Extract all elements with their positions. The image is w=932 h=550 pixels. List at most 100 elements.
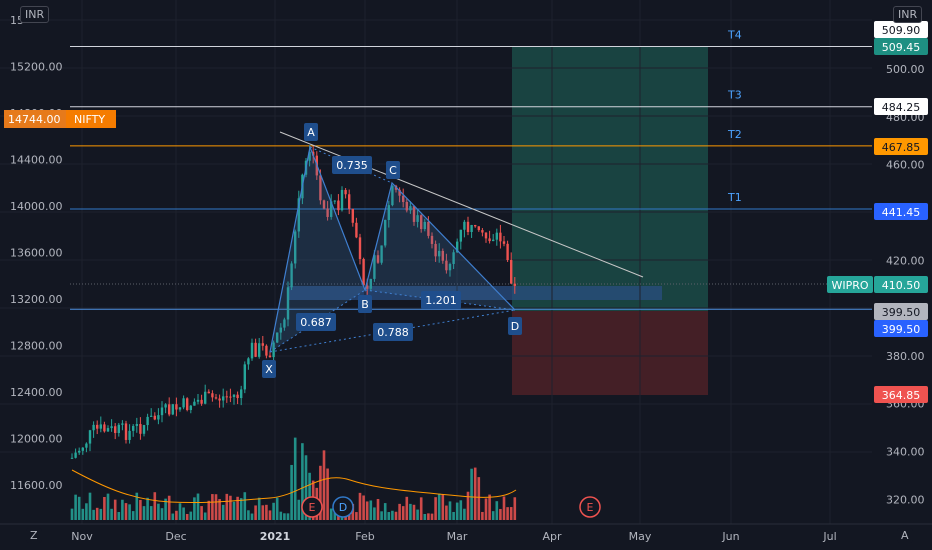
candles: [70, 145, 516, 459]
volume-bar: [272, 502, 275, 520]
volume-bar: [124, 503, 128, 520]
event-marker[interactable]: [579, 496, 601, 518]
volume-bar: [203, 512, 207, 520]
candle-body: [96, 424, 99, 429]
candle-body: [200, 399, 203, 404]
volume-bar: [178, 503, 182, 520]
volume-bar: [355, 512, 358, 520]
price-tag: [874, 386, 928, 403]
event-marker[interactable]: [332, 496, 354, 518]
volume-bar: [495, 501, 499, 520]
time-axis-tick: Dec: [165, 530, 186, 543]
volume-bar: [88, 492, 92, 520]
volume-bar: [351, 503, 355, 520]
candle-body: [355, 222, 358, 238]
candle-body: [412, 206, 416, 222]
candle-body: [405, 201, 408, 211]
volume-bar: [322, 450, 326, 520]
left-currency-label[interactable]: INR: [20, 6, 50, 23]
candle-body: [445, 260, 448, 271]
right-currency-label[interactable]: INR: [893, 6, 923, 23]
candle-body: [466, 221, 470, 233]
candle-body: [398, 189, 401, 196]
candle-body: [283, 319, 286, 328]
candle-body: [438, 250, 441, 257]
candle-body: [488, 238, 491, 242]
volume-bar: [401, 506, 405, 520]
auto-scale-button[interactable]: A: [897, 528, 913, 543]
volume-bar: [358, 492, 362, 520]
volume-bar: [265, 504, 268, 520]
volume-bar: [229, 495, 232, 520]
candle-body: [175, 404, 178, 410]
candle-body: [250, 342, 254, 359]
candle-body: [276, 332, 279, 343]
volume-bar: [434, 497, 437, 520]
volume-bar: [484, 498, 488, 520]
volume-bar: [175, 510, 178, 520]
volume-bar: [373, 507, 376, 520]
volume-bar: [236, 496, 239, 520]
price-tag-text: 410.50: [882, 279, 921, 292]
volume-bar: [279, 511, 283, 520]
symbol-tag: [827, 276, 873, 293]
volume-bar: [283, 513, 286, 520]
candle-body: [153, 415, 156, 420]
candle-body: [117, 424, 120, 434]
volume-bar: [110, 508, 113, 520]
event-marker[interactable]: [301, 496, 323, 518]
volume-bar: [365, 501, 369, 520]
volume-bar: [430, 513, 434, 520]
volume-bar: [106, 493, 110, 520]
volume-bar: [157, 503, 160, 520]
volume-bar: [398, 503, 401, 520]
candle-body: [373, 255, 376, 279]
candle-body: [510, 260, 513, 284]
candle-body: [463, 221, 466, 230]
volume-bar: [481, 511, 484, 520]
candle-body: [351, 208, 354, 223]
volume-bar: [499, 508, 502, 520]
volume-bar: [167, 495, 171, 520]
volume-bar: [81, 508, 85, 520]
candle-body: [182, 398, 185, 408]
candle-body: [492, 239, 495, 242]
volume-bar: [416, 509, 419, 520]
right-axis-tick: 500.00: [886, 63, 925, 76]
volume-bar: [391, 510, 394, 520]
candle-body: [481, 230, 484, 233]
candle-body: [344, 189, 347, 195]
candle-body: [391, 185, 394, 206]
target-label: T1: [727, 191, 742, 204]
volume-bar: [160, 508, 164, 520]
volume-bar: [376, 499, 380, 520]
left-axis-tick: 11600.00: [10, 479, 63, 492]
candle-body: [456, 241, 459, 253]
right-axis-tick: 460.00: [886, 159, 925, 172]
left-price-axis: 11600.00 12000.00 12400.00 12800.00 13200.00…: [4, 14, 116, 492]
price-tag-text: 509.45: [882, 41, 921, 54]
nifty-price-tag: [4, 110, 66, 128]
candle-body: [254, 342, 257, 357]
left-axis-tick: 13600.00: [10, 247, 63, 260]
candle-body: [294, 231, 297, 264]
volume-bar: [193, 497, 196, 520]
candle-body: [232, 394, 236, 398]
candle-body: [106, 428, 110, 432]
candle-body: [330, 201, 333, 217]
ratio-bd-label: [421, 291, 461, 309]
price-tags: 509.90 509.45 484.25 467.85 441.45 410.50 WIPR…: [827, 21, 928, 403]
candle-body: [409, 206, 412, 211]
volume-bar: [146, 497, 149, 520]
candle-body: [207, 391, 210, 394]
candle-body: [268, 355, 272, 358]
candle-body: [506, 243, 509, 261]
candle-body: [258, 343, 261, 357]
volume-bar: [448, 501, 452, 520]
log-scale-button[interactable]: Z: [26, 528, 42, 543]
candle-body: [322, 200, 326, 209]
volume-bar: [452, 511, 455, 520]
candle-body: [470, 225, 473, 233]
time-axis-tick: Feb: [355, 530, 374, 543]
